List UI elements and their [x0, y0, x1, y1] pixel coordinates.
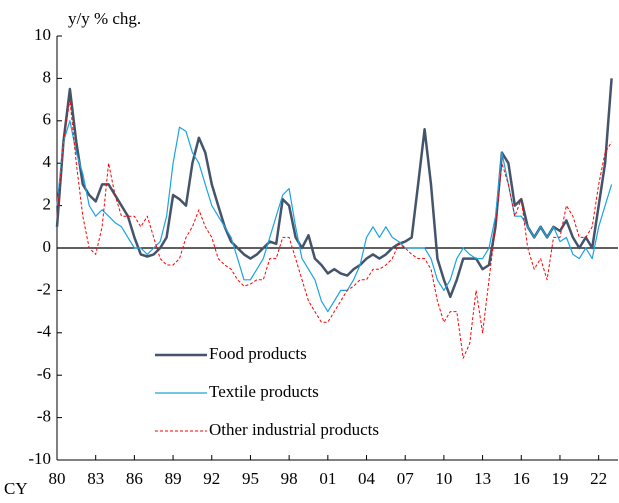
x-tick-label: 83 — [87, 469, 104, 488]
x-tick-label: 86 — [126, 469, 143, 488]
x-tick-label: 16 — [513, 469, 530, 488]
series-line — [56, 99, 613, 359]
x-tick-label: 04 — [358, 469, 376, 488]
y-tick-label: 2 — [43, 195, 52, 214]
y-tick-label: -8 — [37, 407, 51, 426]
x-tick-label: 22 — [590, 469, 607, 488]
x-tick-label: 98 — [281, 469, 298, 488]
legend-label: Food products — [209, 344, 307, 363]
x-tick-label: 01 — [319, 469, 336, 488]
x-tick-label: 13 — [474, 469, 491, 488]
y-tick-label: 0 — [43, 237, 52, 256]
legend-label: Textile products — [209, 382, 319, 401]
series-line — [55, 78, 613, 299]
y-tick-label: 6 — [43, 110, 52, 129]
x-tick-label: 19 — [551, 469, 568, 488]
y-tick-label: 8 — [43, 67, 52, 86]
x-tick-label: 92 — [203, 469, 220, 488]
x-tick-label: 95 — [242, 469, 259, 488]
x-tick-label: 10 — [435, 469, 452, 488]
y-tick-label: -2 — [37, 279, 51, 298]
y-axis-label: y/y % chg. — [68, 9, 141, 28]
x-tick-label: 80 — [49, 469, 66, 488]
legend-label: Other industrial products — [209, 420, 379, 439]
y-tick-label: 10 — [34, 25, 51, 44]
x-tick-label: 07 — [397, 469, 415, 488]
y-tick-label: -6 — [37, 364, 51, 383]
y-tick-label: 4 — [43, 152, 52, 171]
x-axis-label: CY — [4, 479, 28, 498]
x-tick-label: 89 — [165, 469, 182, 488]
y-tick-label: -4 — [37, 322, 52, 341]
y-tick-label: -10 — [28, 449, 51, 468]
series-line — [56, 120, 613, 313]
